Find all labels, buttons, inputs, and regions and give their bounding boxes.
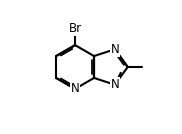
Text: N: N: [71, 82, 80, 95]
Text: N: N: [110, 43, 119, 56]
Text: N: N: [110, 78, 119, 91]
Text: Br: Br: [69, 22, 82, 35]
